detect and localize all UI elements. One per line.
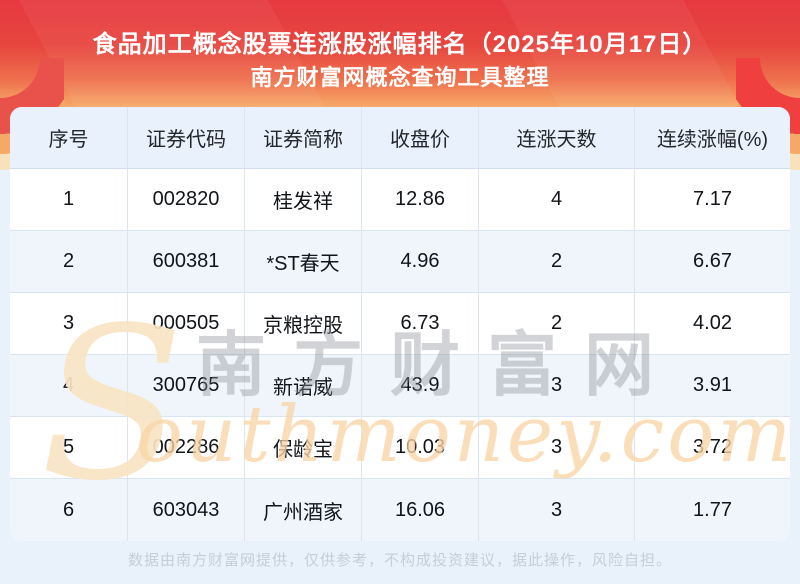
- column-header: 连涨天数: [478, 107, 634, 169]
- table-cell: 4: [10, 355, 127, 417]
- table-cell: 43.9: [361, 355, 478, 417]
- table-row: 6 603043 广州酒家 16.06 3 1.77: [10, 479, 790, 541]
- table-cell: 002286: [127, 417, 244, 479]
- table-row: 5 002286 保龄宝 10.03 3 3.72: [10, 417, 790, 479]
- table-cell: 桂发祥: [244, 169, 361, 231]
- column-header: 序号: [10, 107, 127, 169]
- table-cell: 新诺威: [244, 355, 361, 417]
- title-banner: 食品加工概念股票连涨股涨幅排名（2025年10月17日） 南方财富网概念查询工具…: [0, 0, 800, 107]
- column-header: 证券代码: [127, 107, 244, 169]
- table-cell: 603043: [127, 479, 244, 541]
- table-cell: 广州酒家: [244, 479, 361, 541]
- table-cell: 3: [10, 293, 127, 355]
- page-subtitle: 南方财富网概念查询工具整理: [250, 65, 550, 90]
- table-body: 1 002820 桂发祥 12.86 4 7.17 2 600381 *ST春天 4.96 2 6.6…: [10, 169, 790, 541]
- table-cell: *ST春天: [244, 231, 361, 293]
- table-cell: 600381: [127, 231, 244, 293]
- table-cell: 12.86: [361, 169, 478, 231]
- table-cell: 京粮控股: [244, 293, 361, 355]
- table-cell: 1: [10, 169, 127, 231]
- table-row: 3 000505 京粮控股 6.73 2 4.02: [10, 293, 790, 355]
- table-cell: 6.73: [361, 293, 478, 355]
- table-row: 2 600381 *ST春天 4.96 2 6.67: [10, 231, 790, 293]
- table-cell: 3: [478, 479, 634, 541]
- table-cell: 4: [478, 169, 634, 231]
- column-header: 连续涨幅(%): [634, 107, 790, 169]
- table-cell: 6: [62, 498, 75, 521]
- table-cell: 7.17: [634, 169, 790, 231]
- table-cell: 保龄宝: [244, 417, 361, 479]
- table-row: 4 300765 新诺威 43.9 3 3.91: [10, 355, 790, 417]
- table-cell: 2: [478, 231, 634, 293]
- table-cell: 300765: [127, 355, 244, 417]
- table-cell: 3: [478, 355, 634, 417]
- table-cell: 5: [10, 417, 127, 479]
- table-cell: 1.77: [634, 479, 790, 541]
- table-cell: 3: [478, 417, 634, 479]
- table-cell: 2: [10, 231, 127, 293]
- table-cell: 3.91: [634, 355, 790, 417]
- table-cell: 4.02: [634, 293, 790, 355]
- stock-ranking-table: 序号 证券代码 证券简称 收盘价 连涨天数 连续涨幅(%) 1 002820 桂发祥 12.86…: [10, 107, 790, 541]
- table-cell: 4.96: [361, 231, 478, 293]
- table-cell: 10.03: [361, 417, 478, 479]
- table-cell: 6.67: [634, 231, 790, 293]
- table-header-row: 序号 证券代码 证券简称 收盘价 连涨天数 连续涨幅(%): [10, 107, 790, 169]
- table-row: 1 002820 桂发祥 12.86 4 7.17: [10, 169, 790, 231]
- table-cell: 2: [478, 293, 634, 355]
- table-cell: 3.72: [634, 417, 790, 479]
- table-cell: 002820: [127, 169, 244, 231]
- column-header: 证券简称: [244, 107, 361, 169]
- column-header: 收盘价: [361, 107, 478, 169]
- table-cell: 000505: [127, 293, 244, 355]
- footer-disclaimer: 数据由南方财富网提供，仅供参考，不构成投资建议，据此操作，风险自担。: [127, 552, 672, 569]
- table-cell: 16.06: [361, 479, 478, 541]
- page-title: 食品加工概念股票连涨股涨幅排名（2025年10月17日）: [92, 31, 708, 58]
